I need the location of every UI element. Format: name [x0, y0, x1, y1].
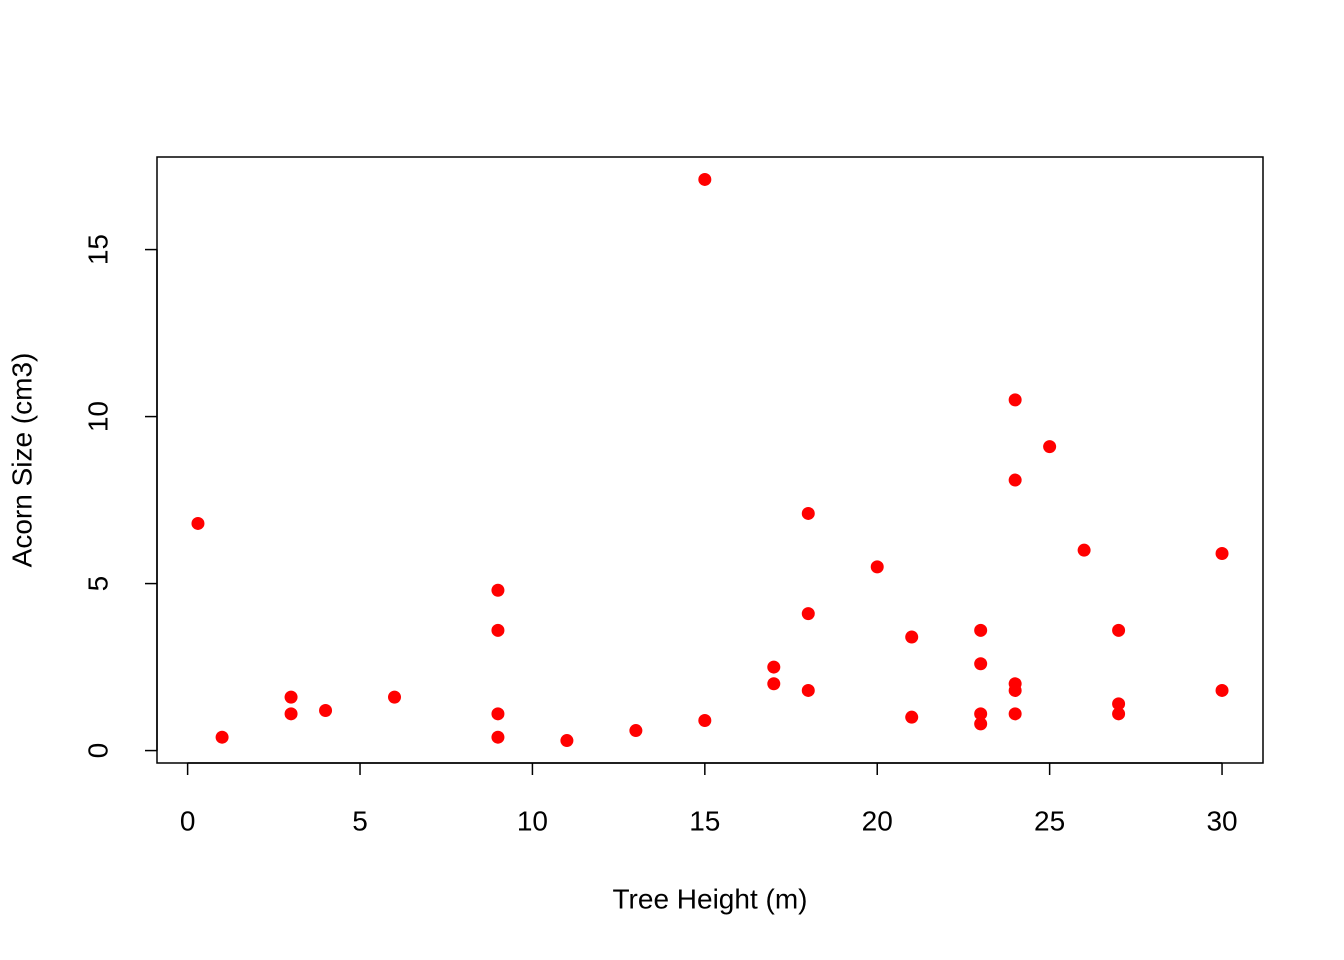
point — [905, 630, 919, 644]
point — [1008, 393, 1022, 407]
point — [215, 730, 229, 744]
x-tick-label: 0 — [180, 805, 196, 836]
point — [1008, 473, 1022, 487]
y-tick-label: 10 — [82, 401, 113, 432]
point — [491, 707, 505, 721]
point — [801, 506, 815, 520]
plot-frame — [156, 156, 1264, 764]
point — [1215, 683, 1229, 697]
x-tick-label: 25 — [1034, 805, 1065, 836]
point — [284, 707, 298, 721]
x-tick-label: 5 — [352, 805, 368, 836]
point — [974, 717, 988, 731]
point — [1008, 683, 1022, 697]
point — [191, 516, 205, 530]
x-tick-label: 15 — [689, 805, 720, 836]
point — [1043, 440, 1057, 454]
y-tick-label: 5 — [82, 576, 113, 592]
point — [698, 714, 712, 728]
point — [491, 730, 505, 744]
x-axis-label: Tree Height (m) — [612, 883, 807, 914]
point — [801, 607, 815, 621]
x-tick-label: 10 — [517, 805, 548, 836]
y-axis-label: Acorn Size (cm3) — [6, 353, 37, 568]
point — [491, 583, 505, 597]
point — [974, 623, 988, 637]
point — [767, 660, 781, 674]
point — [284, 690, 298, 704]
point — [560, 734, 574, 748]
x-tick-label: 30 — [1206, 805, 1237, 836]
point — [629, 724, 643, 738]
point — [905, 710, 919, 724]
point — [1008, 707, 1022, 721]
point — [974, 657, 988, 671]
y-tick-label: 0 — [82, 743, 113, 759]
y-tick-label: 15 — [82, 234, 113, 265]
point — [1077, 543, 1091, 557]
point — [1112, 697, 1126, 711]
point — [1215, 547, 1229, 561]
point — [801, 683, 815, 697]
point — [319, 703, 333, 717]
point — [698, 172, 712, 186]
x-tick-label: 20 — [862, 805, 893, 836]
point — [974, 707, 988, 721]
point — [870, 560, 884, 574]
point — [767, 677, 781, 691]
point — [491, 623, 505, 637]
point — [1112, 707, 1126, 721]
point — [388, 690, 402, 704]
point — [1112, 623, 1126, 637]
